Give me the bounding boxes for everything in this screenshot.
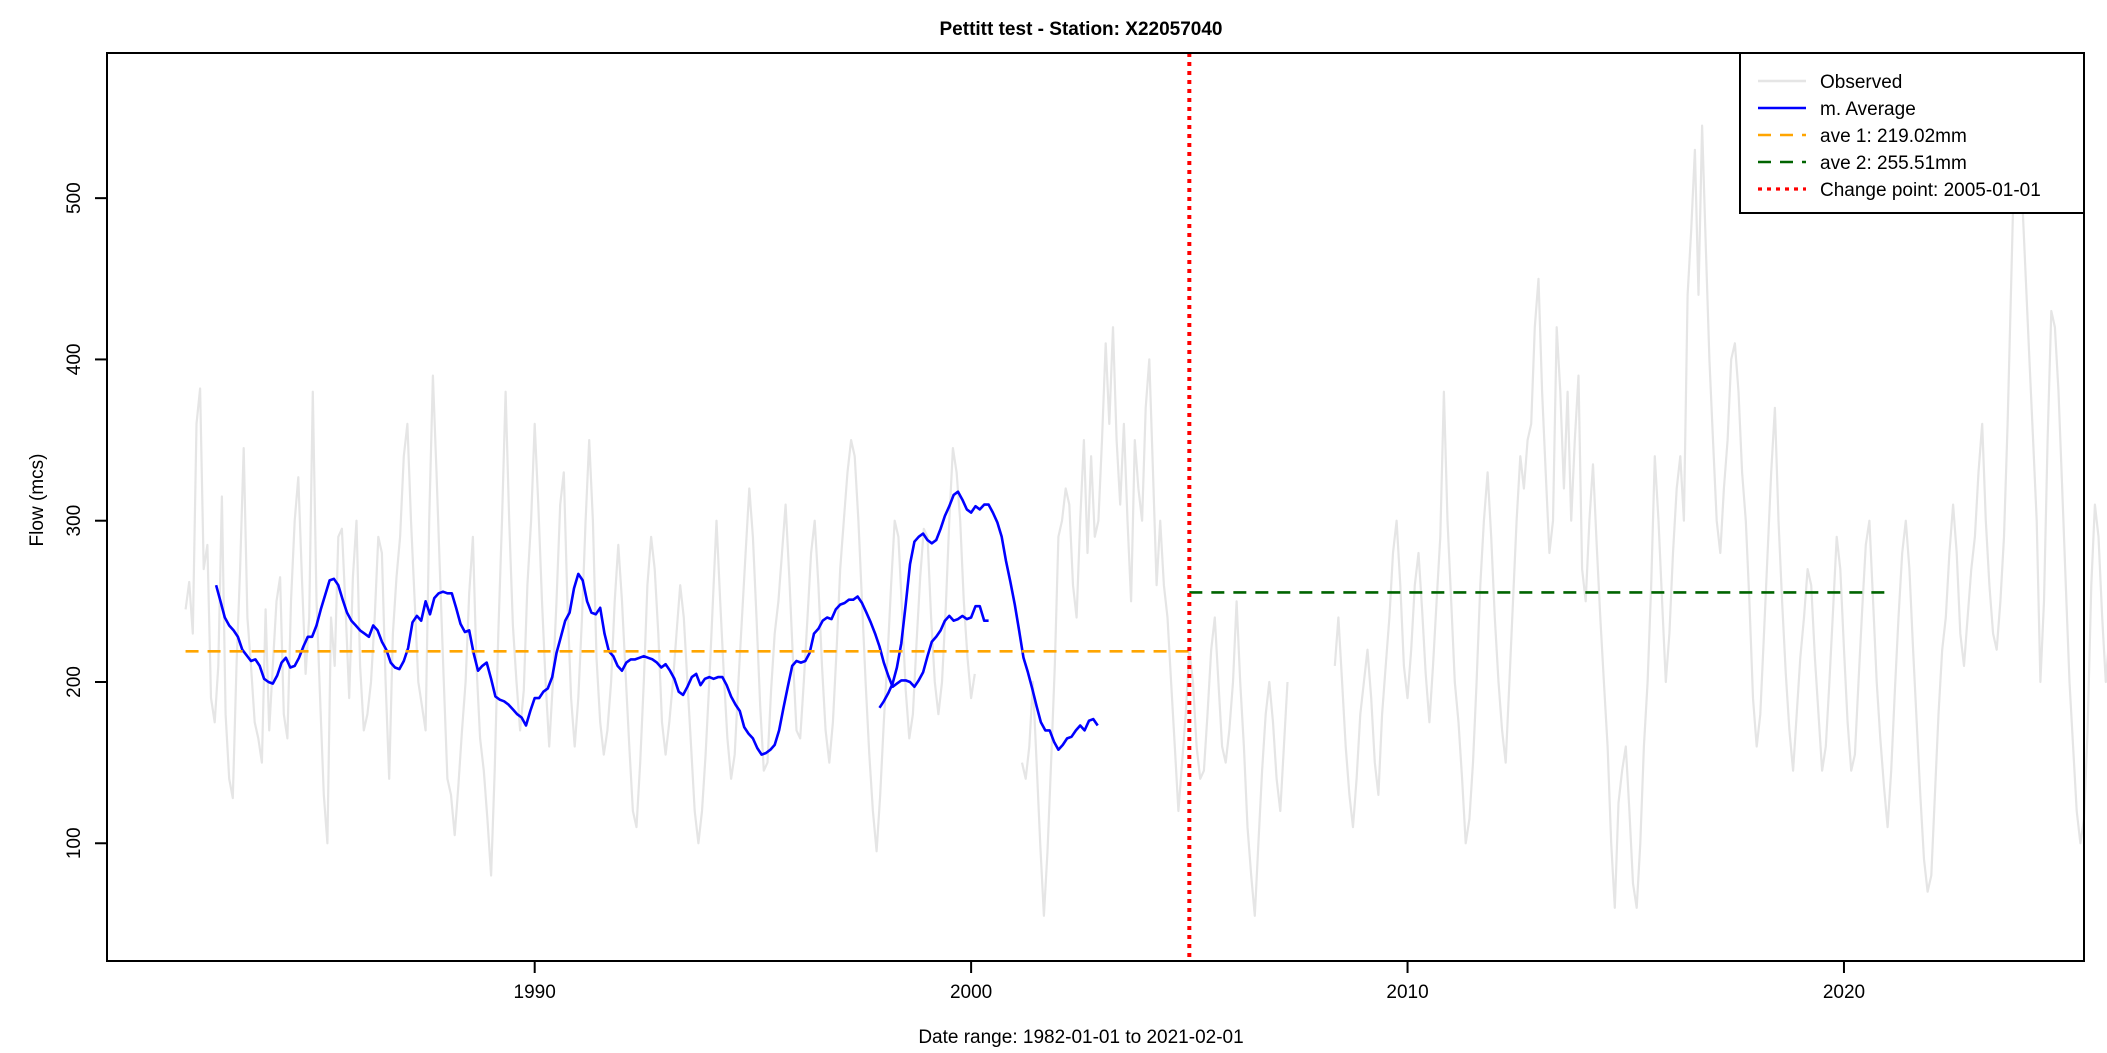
y-tick-label: 100 xyxy=(64,827,85,859)
legend-label: Change point: 2005-01-01 xyxy=(1820,180,2041,201)
x-tick-label: 2010 xyxy=(1386,982,1428,1003)
x-tick-label: 2000 xyxy=(950,982,992,1003)
plot-area: 1990 2000 2010 2020 100 200 300 400 500 xyxy=(64,52,2107,1003)
y-tick-label: 400 xyxy=(64,344,85,376)
observed-series-line xyxy=(184,374,976,877)
legend-label: ave 2: 255.51mm xyxy=(1820,153,1967,174)
x-tick-label: 1990 xyxy=(514,982,556,1003)
moving-average-line xyxy=(878,490,1099,751)
x-axis-label: Date range: 1982-01-01 to 2021-02-01 xyxy=(918,1027,1243,1048)
observed-series-line xyxy=(1020,326,1289,917)
x-tick-label: 2020 xyxy=(1823,982,1865,1003)
y-tick-label: 300 xyxy=(64,505,85,537)
legend: Observed m. Average ave 1: 219.02mm ave 2: … xyxy=(1739,52,2085,214)
chart-title: Pettitt test - Station: X22057040 xyxy=(940,19,1223,40)
y-tick-label: 200 xyxy=(64,666,85,698)
legend-label: m. Average xyxy=(1820,99,1916,120)
y-axis-label: Flow (mcs) xyxy=(27,454,48,547)
plot-frame xyxy=(106,52,2085,962)
legend-label: ave 1: 219.02mm xyxy=(1820,126,1967,147)
legend-label: Observed xyxy=(1820,72,1902,93)
moving-average-line xyxy=(214,572,989,756)
y-tick-label: 500 xyxy=(64,182,85,214)
observed-series-line xyxy=(1333,84,2107,909)
legend-box xyxy=(1739,52,2085,214)
